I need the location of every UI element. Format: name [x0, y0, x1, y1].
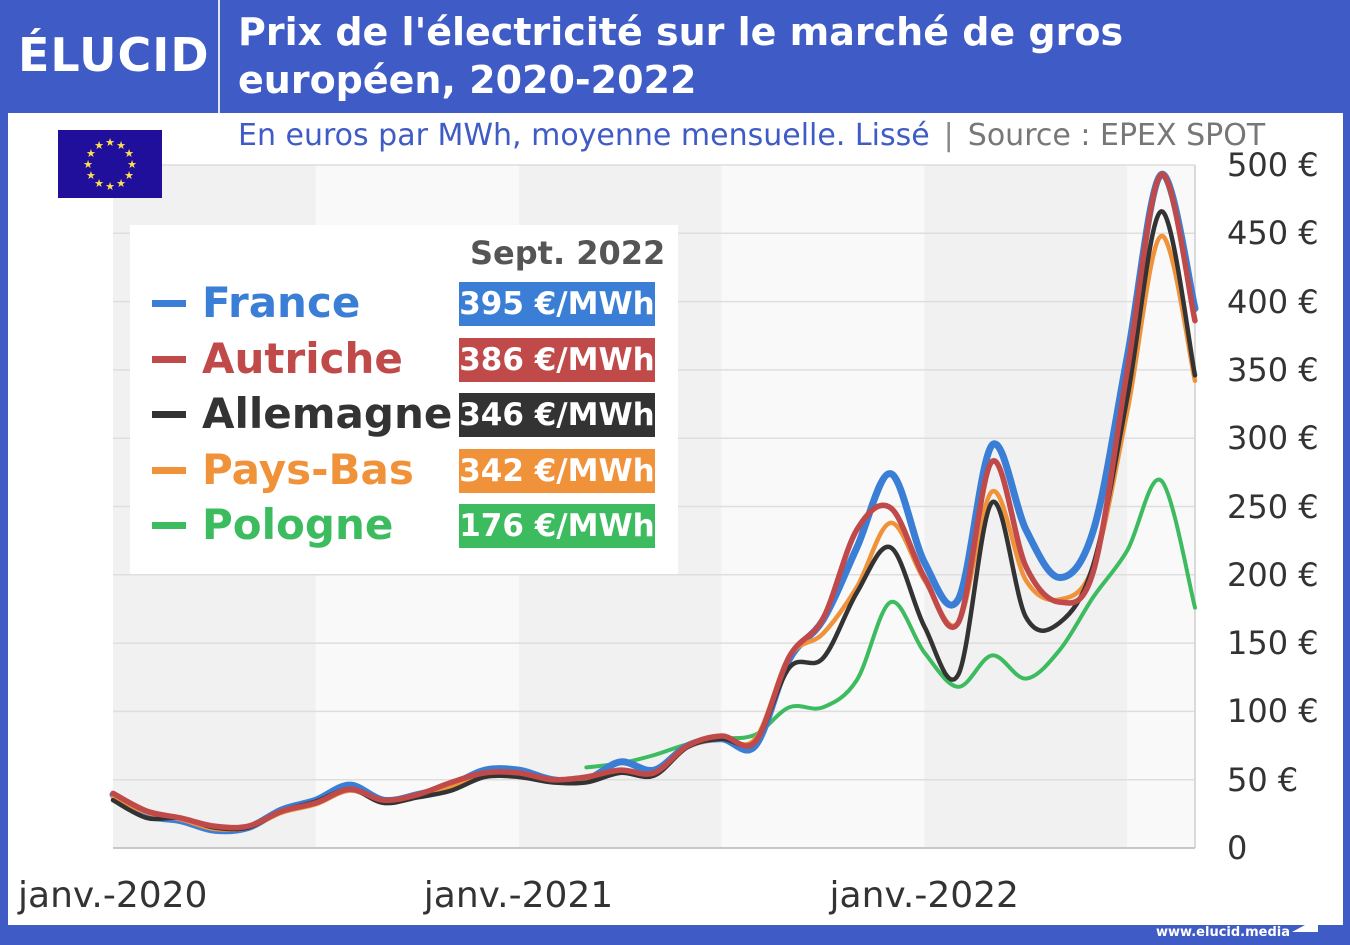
legend-swatch — [152, 466, 186, 474]
y-tick-label: 500 € — [1227, 146, 1319, 184]
legend-label: Pologne — [202, 500, 394, 549]
subtitle-text: En euros par MWh, moyenne mensuelle. Lis… — [238, 118, 930, 153]
star-icon: ★ — [86, 169, 96, 182]
eu-flag-icon: ★ ★ ★ ★ ★ ★ ★ ★ ★ ★ ★ ★ — [58, 130, 162, 198]
star-icon: ★ — [105, 180, 115, 193]
legend-value-badge: 176 €/MWh — [459, 504, 655, 548]
legend-value-badge: 342 €/MWh — [459, 448, 655, 493]
legend-value-badge: 346 €/MWh — [459, 393, 655, 437]
legend-item: France 395 €/MWh — [152, 278, 662, 328]
star-icon: ★ — [116, 177, 126, 190]
legend-value-badge: 395 €/MWh — [459, 282, 655, 326]
legend-item: Allemagne 346 €/MWh — [152, 389, 662, 439]
x-tick-label: janv.-2022 — [829, 875, 1019, 916]
x-tick-label: janv.-2021 — [423, 875, 614, 916]
y-tick-label: 400 € — [1227, 282, 1319, 321]
legend-label: Allemagne — [202, 389, 453, 438]
source-text: Source : EPEX SPOT — [967, 118, 1266, 153]
legend-swatch — [152, 411, 186, 418]
y-tick-label: 450 € — [1227, 214, 1319, 253]
legend-value-badge: 386 €/MWh — [459, 337, 655, 382]
y-tick-label: 350 € — [1227, 350, 1319, 389]
y-tick-label: 200 € — [1227, 555, 1319, 594]
legend-label: France — [202, 278, 361, 327]
chart-title: Prix de l'électricité sur le marché de g… — [238, 10, 1124, 102]
legend-label: Pays-Bas — [202, 444, 414, 494]
star-icon: ★ — [94, 139, 104, 152]
header-divider — [218, 0, 220, 113]
legend-swatch — [152, 300, 186, 307]
star-icon: ★ — [116, 139, 126, 152]
legend-swatch — [152, 522, 186, 529]
legend-swatch — [152, 355, 186, 363]
elucid-logo: ÉLUCID — [18, 28, 210, 82]
legend-heading: Sept. 2022 — [470, 234, 666, 272]
y-tick-label: 100 € — [1227, 692, 1319, 731]
y-tick-label: 50 € — [1227, 760, 1299, 799]
elucid-mark-icon — [1292, 918, 1318, 932]
subtitle-separator: | — [943, 118, 954, 153]
y-tick-label: 0 — [1227, 829, 1248, 867]
chart-subtitle: En euros par MWh, moyenne mensuelle. Lis… — [238, 118, 1265, 153]
footer-url: www.elucid.media — [1156, 925, 1290, 940]
x-tick-label: janv.-2020 — [18, 875, 208, 916]
legend-item: Autriche 386 €/MWh — [152, 334, 662, 384]
star-icon: ★ — [124, 169, 134, 182]
legend-item: Pays-Bas 342 €/MWh — [152, 445, 662, 495]
star-icon: ★ — [94, 177, 104, 190]
star-icon: ★ — [105, 136, 115, 149]
legend-label: Autriche — [202, 333, 403, 383]
star-icon: ★ — [83, 158, 93, 171]
y-tick-label: 150 € — [1227, 624, 1319, 663]
y-tick-label: 250 € — [1227, 487, 1319, 526]
y-tick-label: 300 € — [1227, 419, 1319, 458]
star-icon: ★ — [86, 147, 96, 160]
star-icon: ★ — [124, 147, 134, 160]
series-line-autriche — [110, 171, 1198, 831]
star-icon: ★ — [127, 158, 137, 171]
legend-item: Pologne 176 €/MWh — [152, 500, 662, 550]
